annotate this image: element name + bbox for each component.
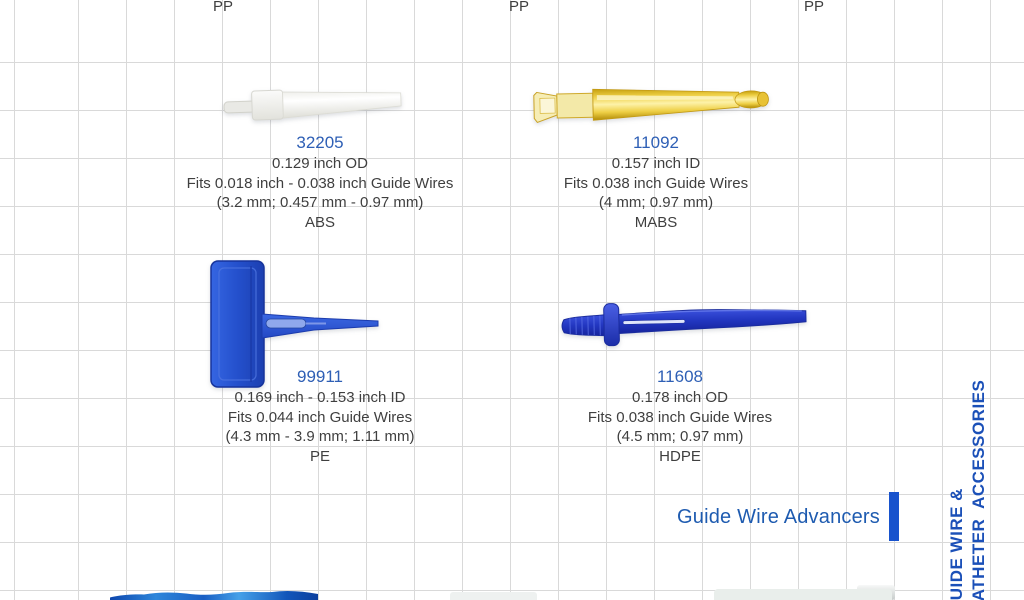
product-block-32205: 32205 0.129 inch OD Fits 0.018 inch - 0.… bbox=[140, 133, 500, 232]
partial-product-photo-blue bbox=[110, 590, 318, 600]
product-spec-line: Fits 0.038 inch Guide Wires bbox=[587, 408, 773, 426]
partial-product-photo-light-large bbox=[714, 589, 892, 600]
product-photo-blue-flag-introducer bbox=[210, 260, 379, 388]
product-spec-line: (3.2 mm; 0.457 mm - 0.97 mm) bbox=[216, 194, 424, 211]
product-photo-blue-advancer bbox=[561, 303, 807, 347]
product-spec-line: 0.178 inch OD bbox=[632, 389, 728, 406]
product-photo-yellow-introducer bbox=[533, 88, 769, 124]
product-spec-line: Fits 0.044 inch Guide Wires bbox=[227, 408, 413, 426]
sidebar-category-label: GUIDE WIRE & CATHETER ACCESSORIES bbox=[946, 380, 990, 600]
sidebar-category-line1: GUIDE WIRE & bbox=[947, 488, 966, 600]
product-code: 11608 bbox=[656, 367, 703, 386]
product-spec-line: Fits 0.038 inch Guide Wires bbox=[563, 174, 749, 192]
product-spec-line: 0.169 inch - 0.153 inch ID bbox=[234, 389, 406, 406]
product-spec-line: 0.157 inch ID bbox=[611, 155, 701, 172]
product-spec-line: 0.129 inch OD bbox=[272, 155, 368, 172]
product-spec-line: PE bbox=[309, 447, 330, 465]
product-block-99911: 99911 0.169 inch - 0.153 inch ID Fits 0.… bbox=[140, 367, 500, 466]
product-spec-line: ABS bbox=[304, 213, 335, 231]
product-code: 32205 bbox=[296, 133, 344, 152]
section-heading: Guide Wire Advancers bbox=[677, 506, 880, 528]
material-label-top-1: PP bbox=[212, 0, 234, 15]
product-spec-line: MABS bbox=[634, 213, 678, 231]
material-label-top-3: PP bbox=[803, 0, 825, 15]
product-spec-line: (4.5 mm; 0.97 mm) bbox=[616, 428, 744, 445]
product-code: 99911 bbox=[296, 367, 343, 386]
partial-product-photo-light-small bbox=[450, 592, 537, 600]
sidebar-category-line2: CATHETER ACCESSORIES bbox=[969, 379, 988, 600]
material-label-top-2: PP bbox=[508, 0, 530, 15]
product-spec-line: Fits 0.018 inch - 0.038 inch Guide Wires bbox=[186, 174, 454, 192]
product-spec-line: (4 mm; 0.97 mm) bbox=[598, 194, 714, 211]
product-block-11092: 11092 0.157 inch ID Fits 0.038 inch Guid… bbox=[476, 133, 836, 232]
product-spec-line: (4.3 mm - 3.9 mm; 1.11 mm) bbox=[225, 428, 415, 445]
product-block-11608: 11608 0.178 inch OD Fits 0.038 inch Guid… bbox=[500, 367, 860, 466]
product-photo-white-introducer bbox=[223, 89, 402, 121]
product-code: 11092 bbox=[632, 133, 679, 152]
section-heading-bar bbox=[889, 492, 899, 541]
product-spec-line: HDPE bbox=[659, 447, 701, 465]
